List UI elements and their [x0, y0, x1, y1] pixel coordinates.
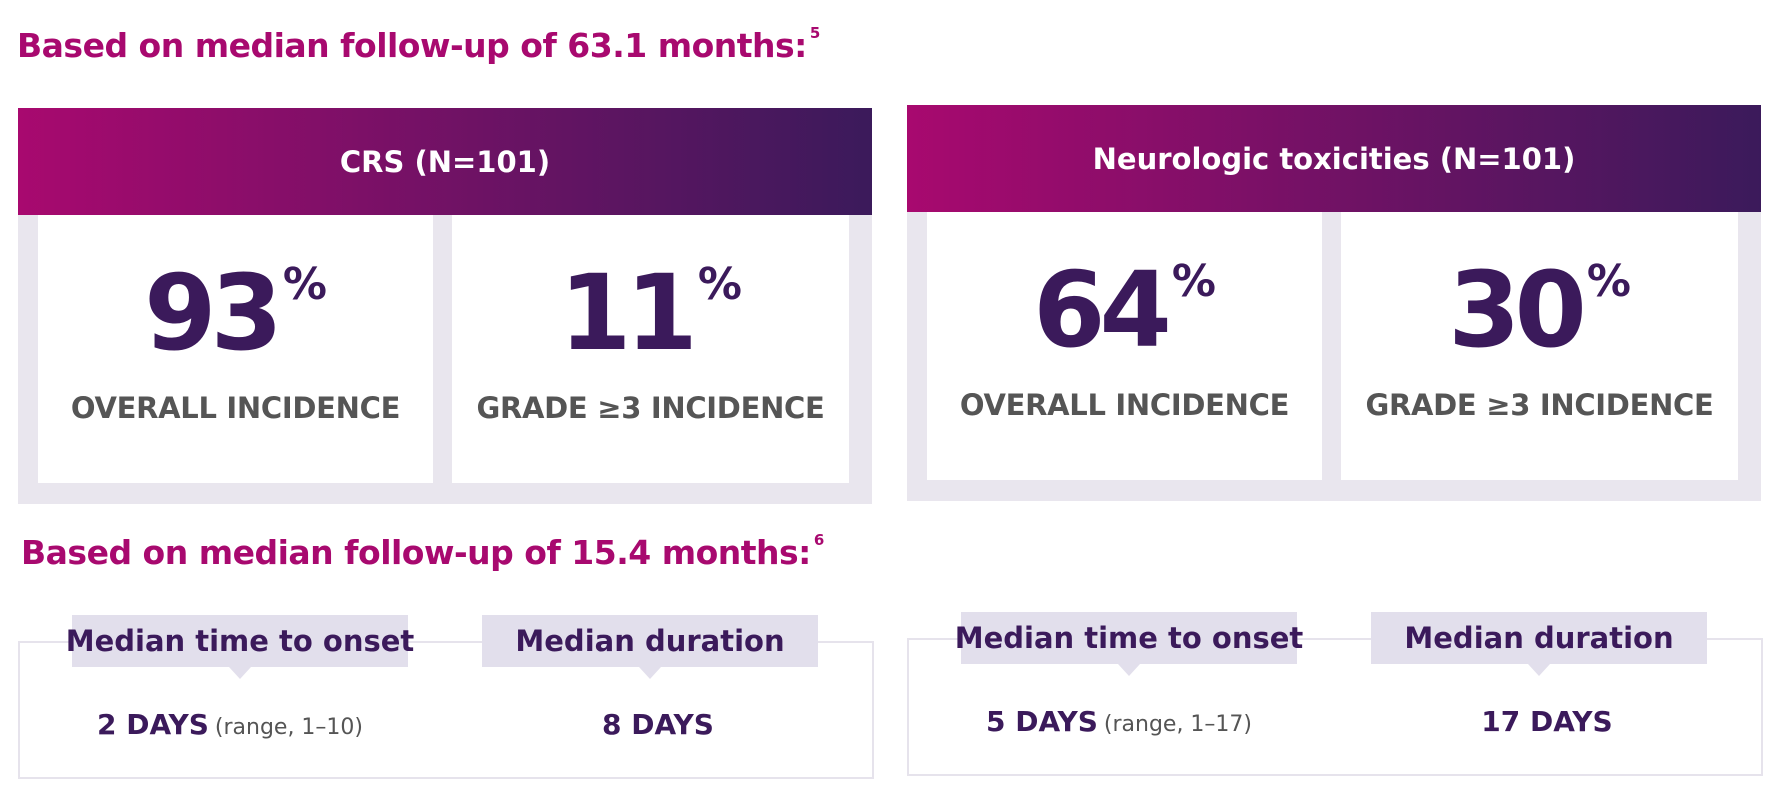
stat-label: GRADE ≥3 INCIDENCE: [476, 391, 825, 425]
stat-number: 93: [144, 252, 283, 374]
neuro-overall-incidence-card: 64% OVERALL INCIDENCE: [927, 212, 1322, 480]
duration-tag: Median duration: [1371, 612, 1707, 676]
neuro-timing-box: Median time to onset Median duration 5 D…: [907, 612, 1763, 776]
footnote-ref: 6: [813, 531, 824, 549]
neuro-grade3-incidence-card: 30% GRADE ≥3 INCIDENCE: [1341, 212, 1738, 480]
section-heading-long-term: Based on median follow-up of 63.1 months…: [17, 24, 820, 65]
percent-sign: %: [282, 259, 327, 310]
onset-value: 2 DAYS (range, 1–10): [20, 708, 440, 741]
percent-sign: %: [1171, 256, 1216, 307]
crs-panel: CRS (N=101) 93% OVERALL INCIDENCE 11% GR…: [18, 108, 872, 504]
neurologic-toxicities-panel: Neurologic toxicities (N=101) 64% OVERAL…: [907, 105, 1761, 501]
onset-range: (range, 1–10): [214, 715, 364, 740]
onset-tag: Median time to onset: [66, 615, 414, 679]
stat-value: 30%: [1341, 258, 1738, 362]
stat-value: 93%: [38, 261, 433, 365]
section-heading-short-term: Based on median follow-up of 15.4 months…: [21, 531, 824, 572]
stat-label: OVERALL INCIDENCE: [959, 388, 1290, 422]
stat-label: OVERALL INCIDENCE: [70, 391, 401, 425]
onset-tag: Median time to onset: [955, 612, 1303, 676]
stat-number: 64: [1033, 249, 1172, 371]
duration-tag: Median duration: [482, 615, 818, 679]
onset-range: (range, 1–17): [1103, 712, 1253, 737]
crs-timing-box: Median time to onset Median duration 2 D…: [18, 615, 874, 779]
stat-value: 64%: [927, 258, 1322, 362]
onset-days: 5 DAYS: [985, 705, 1098, 738]
section-heading-text: Based on median follow-up of 63.1 months…: [17, 26, 807, 65]
onset-days: 2 DAYS: [96, 708, 209, 741]
footnote-ref: 5: [809, 24, 820, 42]
crs-grade3-incidence-card: 11% GRADE ≥3 INCIDENCE: [452, 215, 849, 483]
duration-value: 17 DAYS: [1481, 705, 1613, 738]
crs-overall-incidence-card: 93% OVERALL INCIDENCE: [38, 215, 433, 483]
percent-sign: %: [697, 259, 742, 310]
duration-value: 8 DAYS: [602, 708, 714, 741]
stat-number: 30: [1448, 249, 1587, 371]
crs-panel-header: CRS (N=101): [18, 108, 872, 215]
onset-value: 5 DAYS (range, 1–17): [909, 705, 1329, 738]
percent-sign: %: [1586, 256, 1631, 307]
stat-label: GRADE ≥3 INCIDENCE: [1365, 388, 1714, 422]
section-heading-text: Based on median follow-up of 15.4 months…: [21, 533, 811, 572]
stat-value: 11%: [452, 261, 849, 365]
stat-number: 11: [559, 252, 698, 374]
neurologic-panel-header: Neurologic toxicities (N=101): [907, 105, 1761, 212]
